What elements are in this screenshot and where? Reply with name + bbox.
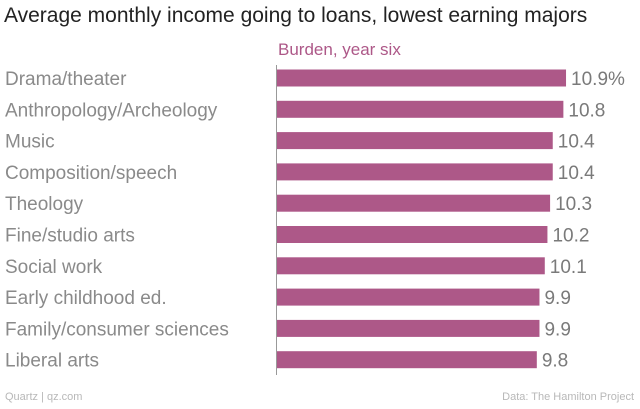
category-label: Theology: [5, 194, 84, 215]
category-label: Liberal arts: [5, 351, 99, 372]
category-labels: Drama/theater Anthropology/Archeology Musi…: [5, 69, 229, 372]
value-label: 10.1: [550, 257, 587, 278]
value-label: 10.4: [558, 163, 595, 184]
bar: [276, 288, 540, 306]
value-label: 10.2: [552, 226, 589, 247]
value-labels: 10.9% 10.8 10.4 10.4 10.3 10.2 10.1 9.9 9.9 9.8: [542, 69, 625, 372]
legend-label: Burden, year six: [278, 40, 401, 59]
bar: [276, 100, 564, 118]
value-label: 9.9: [544, 319, 570, 340]
category-label: Family/consumer sciences: [5, 319, 229, 340]
value-label: 10.8: [568, 100, 605, 121]
bar: [276, 226, 548, 243]
bar: [276, 319, 540, 337]
category-label: Music: [5, 132, 55, 153]
category-label: Drama/theater: [5, 69, 127, 90]
footer-credit: Data: The Hamilton Project: [502, 391, 634, 403]
value-label: 9.8: [542, 351, 568, 372]
category-label: Early childhood ed.: [5, 288, 167, 309]
category-label: Composition/speech: [5, 163, 177, 184]
category-label: Social work: [5, 257, 103, 278]
value-label: 9.9: [544, 288, 570, 309]
value-label: 10.3: [555, 194, 592, 215]
bar: [276, 132, 553, 150]
bar: [276, 163, 553, 181]
bars: [276, 69, 567, 369]
bar: [276, 257, 545, 275]
chart-title: Average monthly income going to loans, l…: [4, 4, 588, 27]
category-label: Fine/studio arts: [5, 226, 135, 247]
category-label: Anthropology/Archeology: [5, 100, 218, 121]
bar: [276, 351, 537, 369]
footer-source-left: Quartz | qz.com: [5, 391, 83, 403]
value-label: 10.4: [558, 132, 595, 153]
value-label: 10.9%: [571, 69, 625, 90]
bar: [276, 69, 567, 87]
bar: [276, 194, 551, 212]
